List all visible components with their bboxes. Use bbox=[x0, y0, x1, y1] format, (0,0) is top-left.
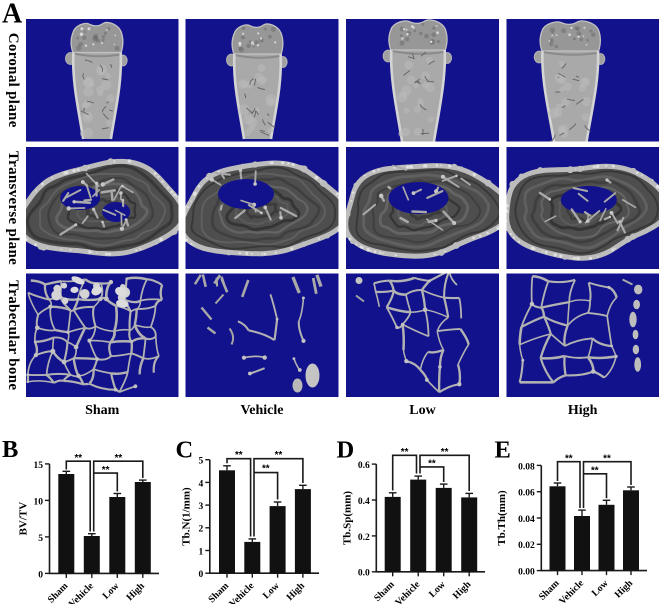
svg-text:Vehicle: Vehicle bbox=[240, 403, 283, 418]
svg-text:15: 15 bbox=[34, 461, 44, 471]
svg-text:Trabecular bone: Trabecular bone bbox=[5, 280, 21, 390]
svg-text:4: 4 bbox=[199, 479, 204, 489]
svg-text:10: 10 bbox=[34, 497, 44, 507]
svg-text:0.06: 0.06 bbox=[518, 489, 535, 499]
svg-text:**: ** bbox=[603, 453, 611, 464]
svg-text:**: ** bbox=[565, 453, 573, 464]
svg-text:**: ** bbox=[74, 453, 82, 464]
svg-text:**: ** bbox=[235, 450, 243, 461]
svg-text:2: 2 bbox=[199, 525, 204, 535]
svg-text:Low: Low bbox=[409, 403, 436, 418]
svg-text:0.02: 0.02 bbox=[518, 541, 535, 551]
svg-text:**: ** bbox=[262, 464, 270, 475]
svg-text:**: ** bbox=[275, 450, 283, 461]
svg-text:**: ** bbox=[428, 459, 436, 470]
svg-text:Coronal plane: Coronal plane bbox=[5, 33, 21, 128]
svg-text:0: 0 bbox=[38, 570, 43, 580]
svg-text:A: A bbox=[2, 0, 23, 30]
svg-text:**: ** bbox=[591, 466, 599, 477]
svg-text:**: ** bbox=[401, 447, 409, 458]
svg-text:B: B bbox=[2, 436, 18, 463]
svg-text:5: 5 bbox=[38, 534, 43, 544]
svg-text:0.6: 0.6 bbox=[358, 461, 370, 471]
svg-text:High: High bbox=[568, 403, 598, 418]
svg-text:5: 5 bbox=[199, 457, 204, 467]
svg-text:Sham: Sham bbox=[85, 403, 120, 418]
svg-text:Tb.Th(mm): Tb.Th(mm) bbox=[496, 490, 508, 546]
svg-text:0.08: 0.08 bbox=[518, 462, 535, 472]
svg-text:0.04: 0.04 bbox=[518, 515, 535, 525]
svg-text:**: ** bbox=[441, 447, 449, 458]
svg-text:Transverse plane: Transverse plane bbox=[5, 151, 21, 265]
svg-text:E: E bbox=[495, 437, 511, 464]
svg-text:1: 1 bbox=[199, 547, 204, 557]
svg-text:Tb.Sp(mm): Tb.Sp(mm) bbox=[342, 491, 354, 545]
svg-text:C: C bbox=[176, 437, 194, 464]
svg-text:BV/TV: BV/TV bbox=[18, 502, 30, 536]
svg-text:0.0: 0.0 bbox=[358, 569, 370, 579]
svg-text:**: ** bbox=[115, 453, 123, 464]
svg-text:3: 3 bbox=[199, 502, 204, 512]
svg-text:Tb.N(1/mm): Tb.N(1/mm) bbox=[181, 487, 193, 546]
svg-text:0: 0 bbox=[199, 570, 204, 580]
svg-text:0.00: 0.00 bbox=[518, 568, 535, 578]
svg-text:0.4: 0.4 bbox=[358, 497, 370, 507]
svg-text:**: ** bbox=[102, 465, 110, 476]
svg-text:D: D bbox=[337, 437, 355, 464]
svg-text:0.2: 0.2 bbox=[358, 533, 370, 543]
